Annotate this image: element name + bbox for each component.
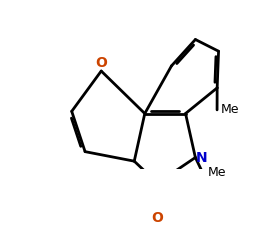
Text: O: O [152, 211, 163, 226]
Text: N: N [196, 150, 207, 164]
Text: Me: Me [208, 166, 226, 179]
Text: O: O [95, 56, 107, 70]
Text: Me: Me [221, 103, 239, 116]
